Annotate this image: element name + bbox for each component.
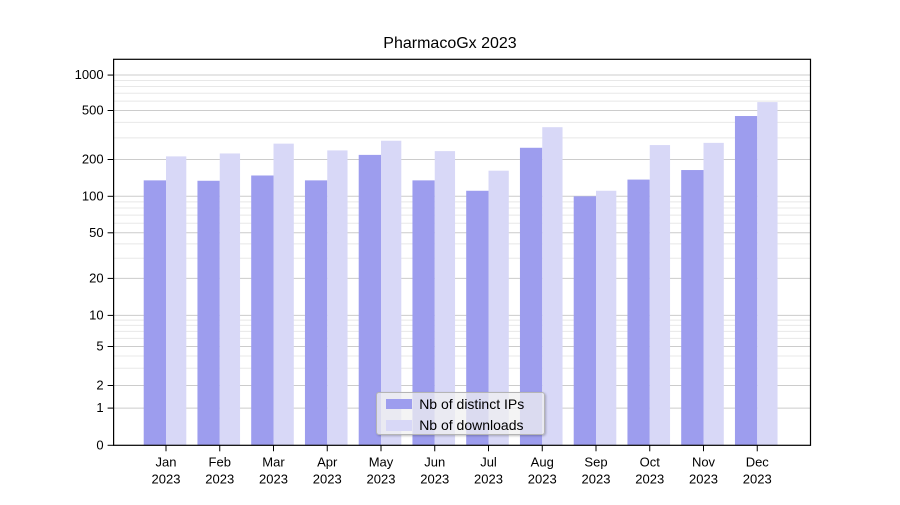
svg-text:Nov: Nov (692, 454, 716, 469)
svg-text:2023: 2023 (474, 471, 503, 486)
svg-text:2023: 2023 (152, 471, 181, 486)
svg-text:2023: 2023 (528, 471, 557, 486)
svg-text:Jun: Jun (424, 454, 445, 469)
svg-text:100: 100 (82, 188, 104, 203)
svg-text:1: 1 (96, 400, 103, 415)
svg-text:Aug: Aug (531, 454, 554, 469)
svg-text:2023: 2023 (367, 471, 396, 486)
svg-text:0: 0 (96, 437, 103, 452)
svg-text:2023: 2023 (689, 471, 718, 486)
svg-text:2023: 2023 (313, 471, 342, 486)
svg-text:Oct: Oct (640, 454, 661, 469)
svg-text:PharmacoGx 2023: PharmacoGx 2023 (383, 35, 517, 52)
svg-text:200: 200 (82, 152, 104, 167)
svg-text:20: 20 (89, 270, 103, 285)
svg-text:Feb: Feb (209, 454, 231, 469)
svg-text:5: 5 (96, 339, 103, 354)
svg-text:May: May (369, 454, 394, 469)
svg-text:2023: 2023 (420, 471, 449, 486)
svg-text:Sep: Sep (584, 454, 607, 469)
svg-text:Jul: Jul (480, 454, 497, 469)
svg-text:2023: 2023 (205, 471, 234, 486)
svg-text:2023: 2023 (743, 471, 772, 486)
svg-text:2023: 2023 (635, 471, 664, 486)
svg-text:Apr: Apr (317, 454, 338, 469)
svg-text:2023: 2023 (259, 471, 288, 486)
svg-text:Dec: Dec (746, 454, 770, 469)
svg-text:2: 2 (96, 378, 103, 393)
svg-text:50: 50 (89, 225, 103, 240)
svg-text:2023: 2023 (582, 471, 611, 486)
svg-text:Jan: Jan (156, 454, 177, 469)
svg-text:Mar: Mar (262, 454, 285, 469)
svg-text:1000: 1000 (75, 67, 104, 82)
svg-text:500: 500 (82, 103, 104, 118)
svg-text:10: 10 (89, 307, 103, 322)
